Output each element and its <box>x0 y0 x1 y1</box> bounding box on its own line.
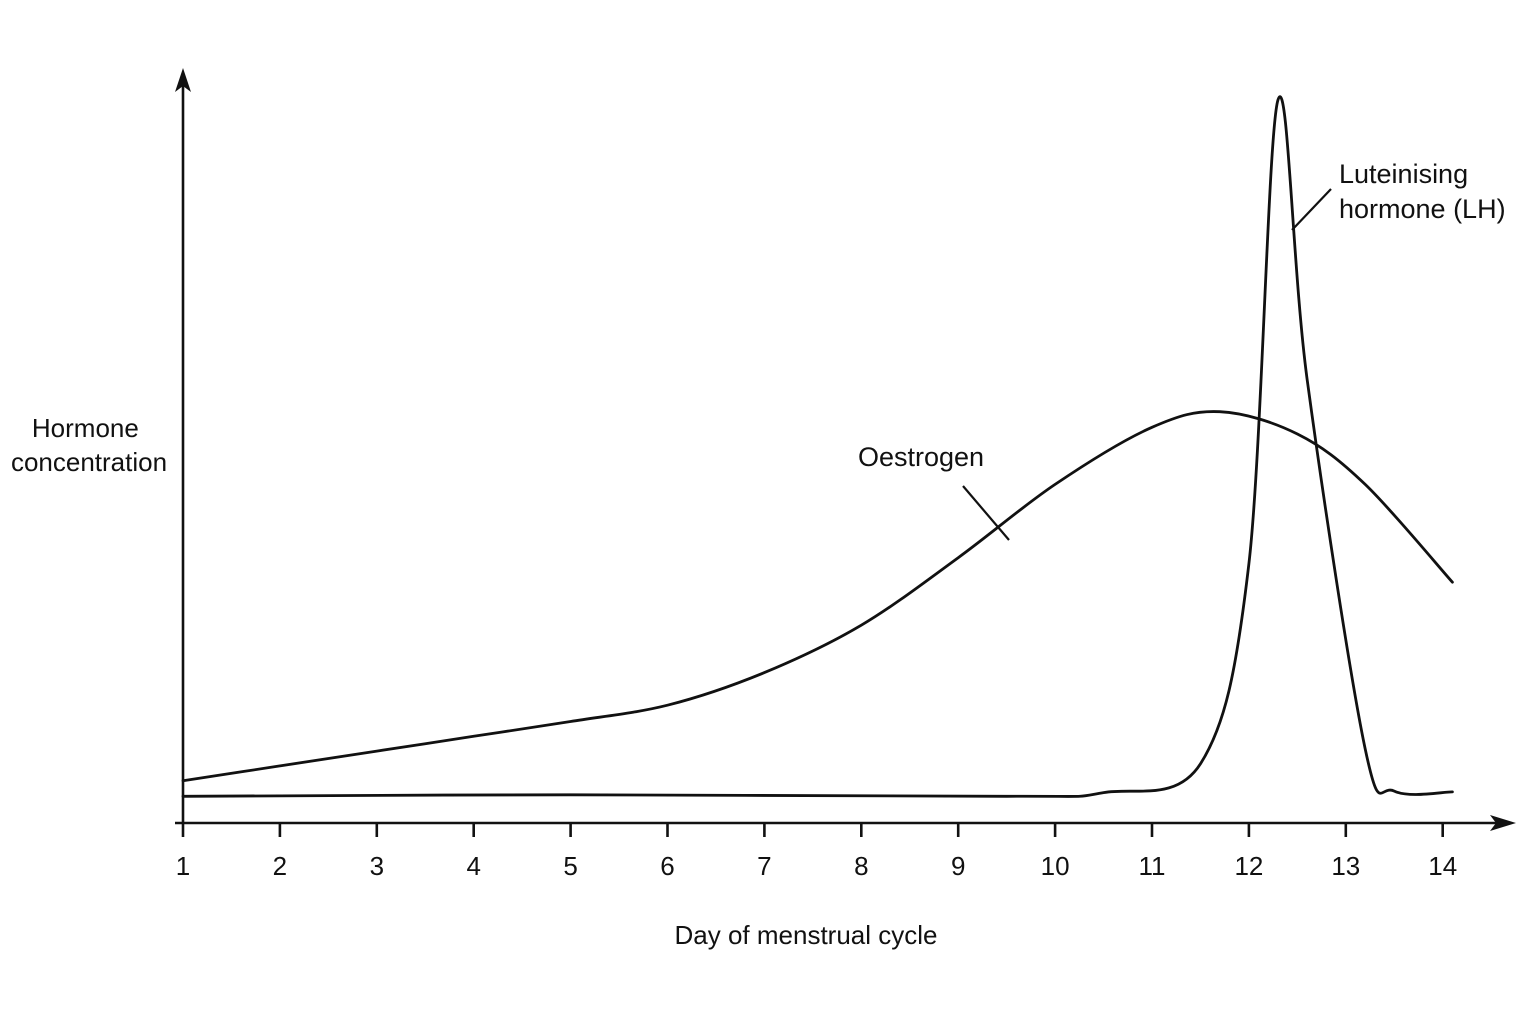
x-tick-label-6: 6 <box>660 851 674 881</box>
x-tick-label-5: 5 <box>563 851 577 881</box>
x-tick-label-13: 13 <box>1331 851 1360 881</box>
x-ticks <box>181 823 1444 837</box>
x-tick-label-12: 12 <box>1234 851 1263 881</box>
x-tick-label-14: 14 <box>1428 851 1457 881</box>
x-tick-label-3: 3 <box>370 851 384 881</box>
x-tick-label-9: 9 <box>951 851 965 881</box>
y-axis-title-line-1: Hormone <box>32 413 139 443</box>
x-tick-label-8: 8 <box>854 851 868 881</box>
oestrogen-line <box>181 410 1454 783</box>
oestrogen-label: Oestrogen <box>858 442 984 472</box>
x-tick-label-4: 4 <box>466 851 480 881</box>
x-tick-labels: 1 2 3 4 5 6 7 8 9 10 11 12 13 14 <box>176 851 1457 881</box>
x-tick-label-2: 2 <box>273 851 287 881</box>
x-axis-arrow-icon <box>1490 815 1516 831</box>
lh-label-line-1: Luteinising <box>1339 159 1468 189</box>
annotations: Oestrogen Luteinising hormone (LH) <box>858 159 1506 541</box>
x-tick-label-10: 10 <box>1041 851 1070 881</box>
series-group <box>181 95 1454 798</box>
lh-label: Luteinising hormone (LH) <box>1339 159 1506 224</box>
axis-titles: Hormone concentration Day of menstrual c… <box>11 413 938 950</box>
lh-leader-line <box>1291 188 1332 231</box>
x-tick-label-1: 1 <box>176 851 190 881</box>
axes <box>175 68 1516 831</box>
x-axis-title: Day of menstrual cycle <box>675 920 938 950</box>
lh-label-line-2: hormone (LH) <box>1339 194 1506 224</box>
y-axis-title-line-2: concentration <box>11 447 167 477</box>
lh-line <box>181 95 1454 798</box>
oestrogen-leader-line <box>962 485 1010 541</box>
y-axis-title: Hormone concentration <box>11 413 167 477</box>
y-axis-arrow-icon <box>175 68 191 92</box>
x-tick-label-7: 7 <box>757 851 771 881</box>
x-tick-label-11: 11 <box>1139 851 1166 881</box>
